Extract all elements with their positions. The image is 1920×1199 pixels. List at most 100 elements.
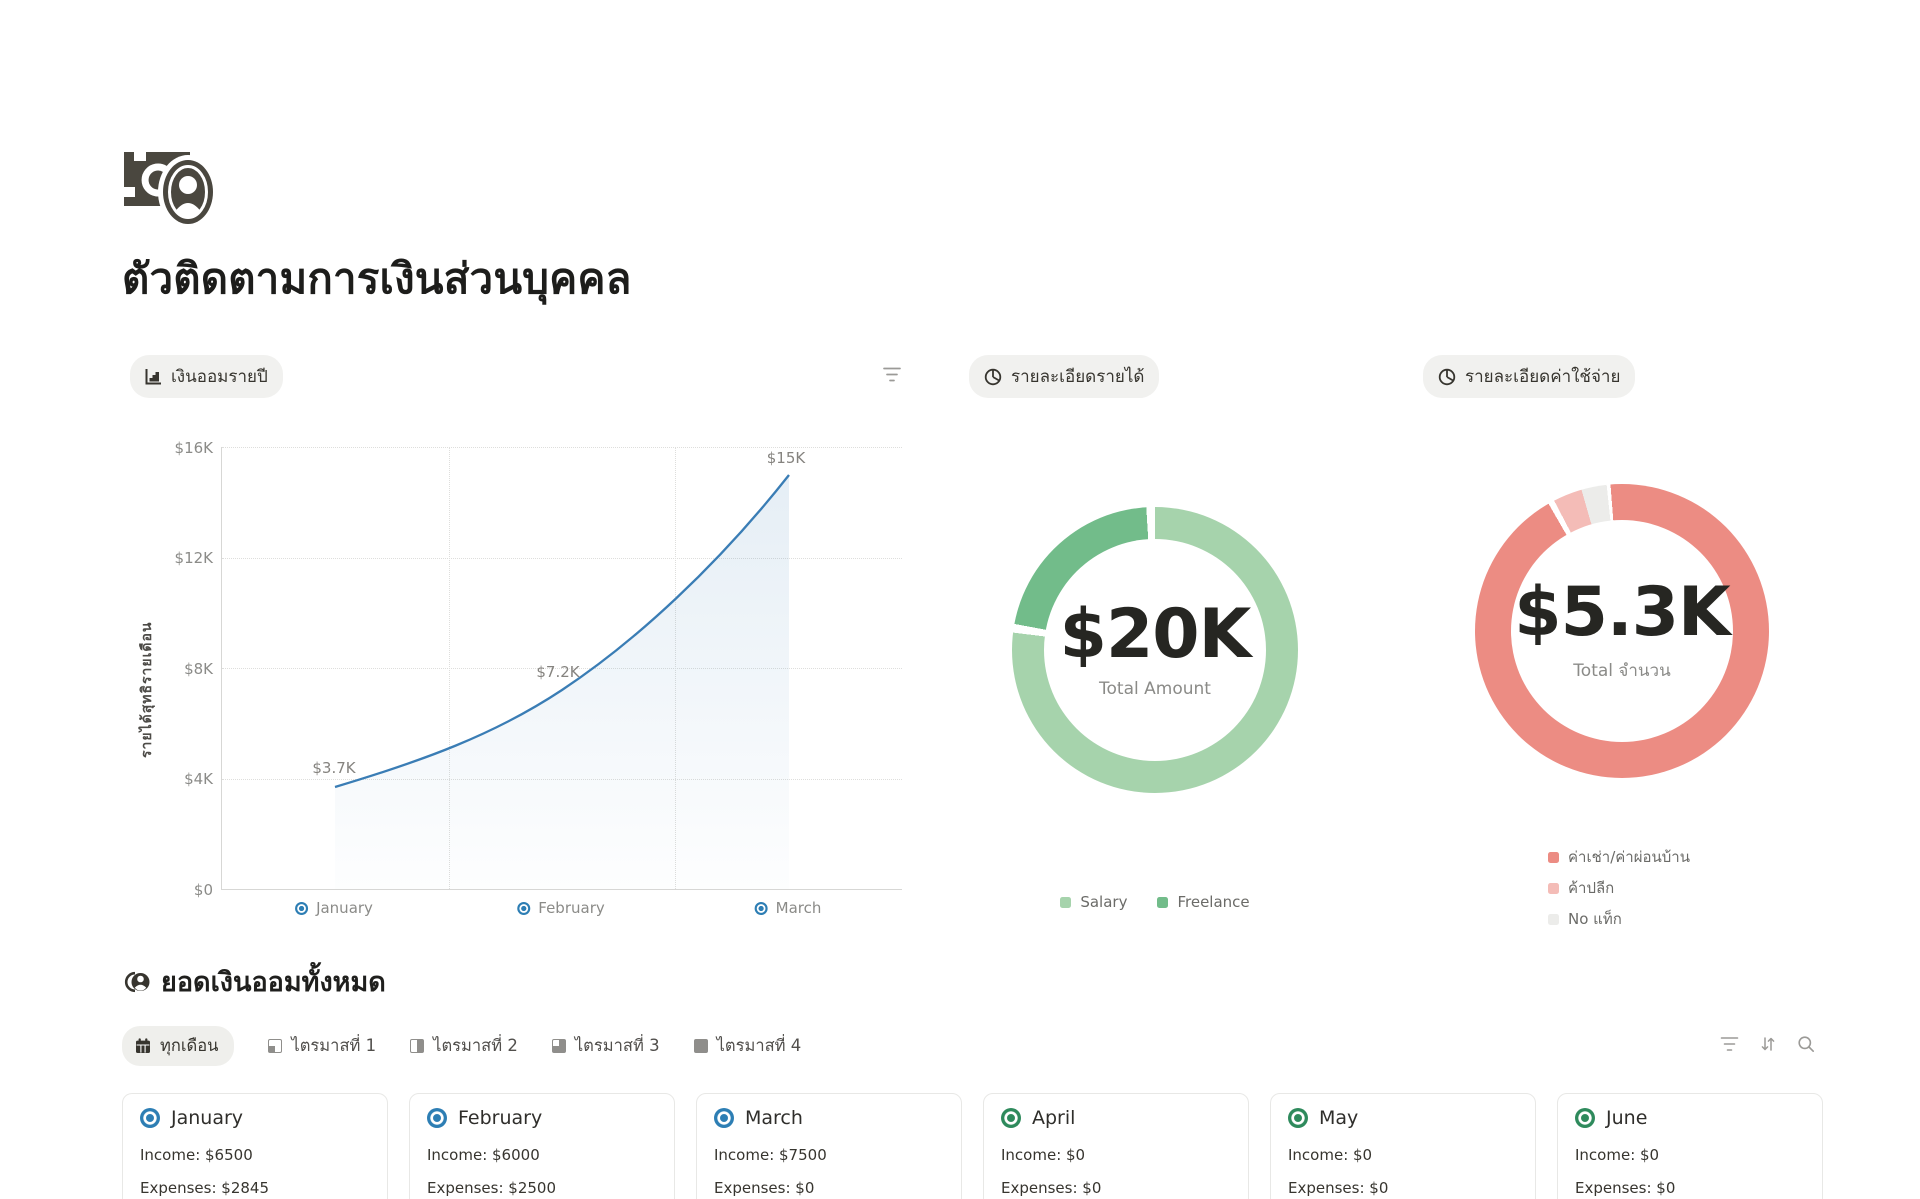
legend-label: Freelance [1177,893,1250,911]
card-expenses: Expenses: $0 [1288,1179,1389,1197]
card-expenses: Expenses: $2500 [427,1179,557,1197]
month-marker-icon [427,1108,447,1128]
income-total-label: Total Amount [1099,679,1211,699]
summary-toolbar [1720,1035,1815,1053]
month-marker-icon [295,901,309,915]
month-marker-icon [140,1108,160,1128]
summary-heading: ยอดเงินออมทั้งหมด [161,967,386,998]
savings-line-series [334,474,790,889]
legend-item-freelance[interactable]: Freelance [1157,893,1250,911]
quarter-4-icon [693,1039,708,1053]
y-tick: $4K [184,770,213,788]
point-label: $3.7K [312,759,356,777]
y-tick: $12K [174,549,213,567]
card-march[interactable]: March Income: $7500 Expenses: $0 [696,1093,962,1199]
savings-chart-filter-icon[interactable] [882,366,902,387]
tab-quarter-3[interactable]: ไตรมาสที่ 3 [551,1033,660,1059]
expense-donut-chart: $5.3K Total จำนวน [1475,484,1769,778]
card-june[interactable]: June Income: $0 Expenses: $0 [1557,1093,1823,1199]
card-income: Income: $6000 [427,1146,540,1164]
summary-section-header: ยอดเงินออมทั้งหมด [122,960,386,1003]
month-marker-icon [714,1108,734,1128]
gridline [222,668,902,669]
tab-quarter-2[interactable]: ไตรมาสที่ 2 [410,1033,518,1059]
point-label: $7.2K [536,663,580,681]
month-marker-icon [1575,1108,1595,1128]
y-tick: $8K [184,660,213,678]
card-income: Income: $0 [1001,1146,1086,1164]
income-total: $20K [1059,595,1252,674]
x-axis-category: March [754,899,821,917]
expense-total-label: Total จำนวน [1573,660,1671,681]
legend-label: Salary [1080,893,1128,911]
card-may[interactable]: May Income: $0 Expenses: $0 [1270,1093,1536,1199]
pie-chart-icon [984,368,1002,385]
legend-item-retail[interactable]: ค้าปลีก [1548,876,1690,900]
income-chart-badge[interactable]: รายละเอียดรายได้ [969,355,1160,398]
income-chart-badge-label: รายละเอียดรายได้ [1011,367,1145,387]
card-month: June [1606,1107,1648,1129]
tab-quarter-4[interactable]: ไตรมาสที่ 4 [693,1033,801,1059]
income-donut-chart: $20K Total Amount [1012,507,1298,793]
month-marker-icon [754,901,768,915]
x-axis-category: January [295,899,373,917]
y-tick: $16K [174,439,213,457]
savings-chart-badge[interactable]: เงินออมรายปี [130,355,283,398]
legend-swatch [1548,913,1559,925]
card-expenses: Expenses: $2845 [140,1179,270,1197]
point-label: $15K [766,449,806,467]
month-cards-row: January Income: $6500 Expenses: $2845 Fe… [122,1093,1823,1199]
tab-all-months[interactable]: ทุกเดือน [122,1026,235,1066]
card-february[interactable]: February Income: $6000 Expenses: $2500 [409,1093,675,1199]
tab-label: ไตรมาสที่ 2 [433,1036,518,1055]
expense-donut-center: $5.3K Total จำนวน [1511,520,1733,742]
card-month: February [458,1107,543,1129]
month-marker-icon [1288,1108,1308,1128]
tab-quarter-1[interactable]: ไตรมาสที่ 1 [268,1033,376,1059]
card-month: April [1032,1107,1076,1129]
legend-swatch [1157,896,1169,908]
sort-icon[interactable] [1759,1035,1777,1053]
gridline [222,557,902,559]
quarter-2-icon [410,1039,425,1053]
income-donut-center: $20K Total Amount [1044,539,1266,761]
card-expenses: Expenses: $0 [1575,1179,1676,1197]
legend-item-salary[interactable]: Salary [1060,893,1127,911]
filter-icon[interactable] [1720,1036,1739,1052]
card-january[interactable]: January Income: $6500 Expenses: $2845 [122,1093,388,1199]
legend-swatch [1548,882,1559,894]
card-april[interactable]: April Income: $0 Expenses: $0 [983,1093,1249,1199]
search-icon[interactable] [1797,1035,1815,1053]
legend-item-rent[interactable]: ค่าเช่า/ค่าผ่อนบ้าน [1548,845,1690,869]
coins-icon [124,971,150,992]
legend-label: ค้าปลีก [1568,879,1615,897]
month-label: January [316,899,373,917]
card-income: Income: $0 [1575,1146,1660,1164]
savings-chart-badge-label: เงินออมรายปี [171,367,268,387]
expense-chart-badge[interactable]: รายละเอียดค่าใช้จ่าย [1423,355,1636,398]
card-income: Income: $7500 [714,1146,827,1164]
plot-area [221,447,902,890]
expense-total: $5.3K [1514,572,1730,652]
expense-chart-badge-label: รายละเอียดค่าใช้จ่าย [1465,367,1621,387]
card-month: May [1319,1107,1359,1129]
quarter-1-icon [268,1039,283,1053]
y-axis-title: รายได้สุทธิรายเดือน [139,621,155,759]
income-legend: Salary Freelance [1012,893,1298,911]
page-title: ตัวติดตามการเงินส่วนบุคคล [122,254,632,303]
gridline [222,447,902,448]
card-month: March [745,1107,803,1129]
area-chart-icon [145,369,161,385]
calendar-icon [136,1038,150,1053]
month-marker-icon [517,901,531,915]
legend-item-no-tag[interactable]: No แท็ก [1548,907,1690,931]
gridline [448,447,450,889]
legend-swatch [1548,851,1559,863]
legend-label: No แท็ก [1568,910,1622,928]
month-label: February [538,899,605,917]
expense-legend: ค่าเช่า/ค่าผ่อนบ้าน ค้าปลีก No แท็ก [1548,845,1690,931]
pie-chart-icon [1438,368,1456,385]
legend-swatch [1060,896,1072,908]
x-axis-category: February [517,899,605,917]
